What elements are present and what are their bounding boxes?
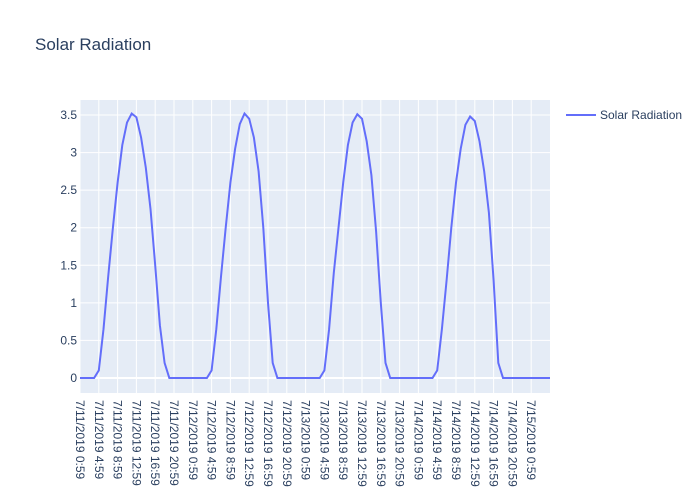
- x-tick-label: 7/13/2019 20:59: [393, 400, 407, 487]
- x-tick-label: 7/15/2019 0:59: [524, 400, 538, 480]
- x-tick-label: 7/11/2019 8:59: [111, 400, 125, 480]
- x-tick-label: 7/13/2019 4:59: [317, 400, 331, 480]
- x-tick-label: 7/11/2019 0:59: [73, 400, 87, 480]
- x-tick-label: 7/11/2019 12:59: [129, 400, 143, 486]
- x-axis-ticks: 7/11/2019 0:59 7/11/2019 4:59 7/11/2019 8:…: [73, 400, 538, 487]
- legend-label: Solar Radiation: [600, 108, 682, 122]
- x-grid: [79, 100, 532, 393]
- x-tick-label: 7/14/2019 0:59: [411, 400, 425, 480]
- x-tick-label: 7/11/2019 16:59: [148, 400, 162, 486]
- x-tick-label: 7/11/2019 4:59: [92, 400, 106, 480]
- x-tick-label: 7/13/2019 12:59: [355, 400, 369, 487]
- y-tick-label: 3: [70, 146, 77, 160]
- plot-area: [80, 100, 550, 393]
- x-tick-label: 7/14/2019 16:59: [487, 400, 501, 487]
- y-tick-label: 1.5: [60, 258, 77, 272]
- y-tick-label: 2.5: [60, 183, 77, 197]
- x-tick-label: 7/14/2019 20:59: [505, 400, 519, 487]
- x-tick-label: 7/12/2019 20:59: [280, 400, 294, 487]
- x-tick-label: 7/14/2019 8:59: [449, 400, 463, 480]
- y-tick-label: 0: [70, 371, 77, 385]
- y-axis-ticks: 0 0.5 1 1.5 2 2.5 3 3.5: [60, 108, 77, 385]
- x-tick-label: 7/14/2019 12:59: [468, 400, 482, 487]
- y-tick-label: 3.5: [60, 108, 77, 122]
- x-tick-label: 7/13/2019 16:59: [374, 400, 388, 487]
- x-tick-label: 7/12/2019 12:59: [242, 400, 256, 487]
- series-line-solar-radiation: [80, 111, 550, 379]
- y-tick-label: 2: [70, 221, 77, 235]
- x-tick-label: 7/12/2019 4:59: [205, 400, 219, 480]
- legend[interactable]: Solar Radiation: [566, 108, 682, 122]
- x-tick-label: 7/11/2019 20:59: [167, 400, 181, 486]
- x-tick-label: 7/12/2019 0:59: [186, 400, 200, 480]
- x-tick-label: 7/13/2019 0:59: [299, 400, 313, 480]
- y-tick-label: 1: [70, 296, 77, 310]
- x-tick-label: 7/14/2019 4:59: [430, 400, 444, 480]
- chart-title: Solar Radiation: [35, 35, 151, 54]
- y-tick-label: 0.5: [60, 333, 77, 347]
- x-tick-label: 7/12/2019 8:59: [223, 400, 237, 480]
- x-tick-label: 7/12/2019 16:59: [261, 400, 275, 487]
- x-tick-label: 7/13/2019 8:59: [336, 400, 350, 480]
